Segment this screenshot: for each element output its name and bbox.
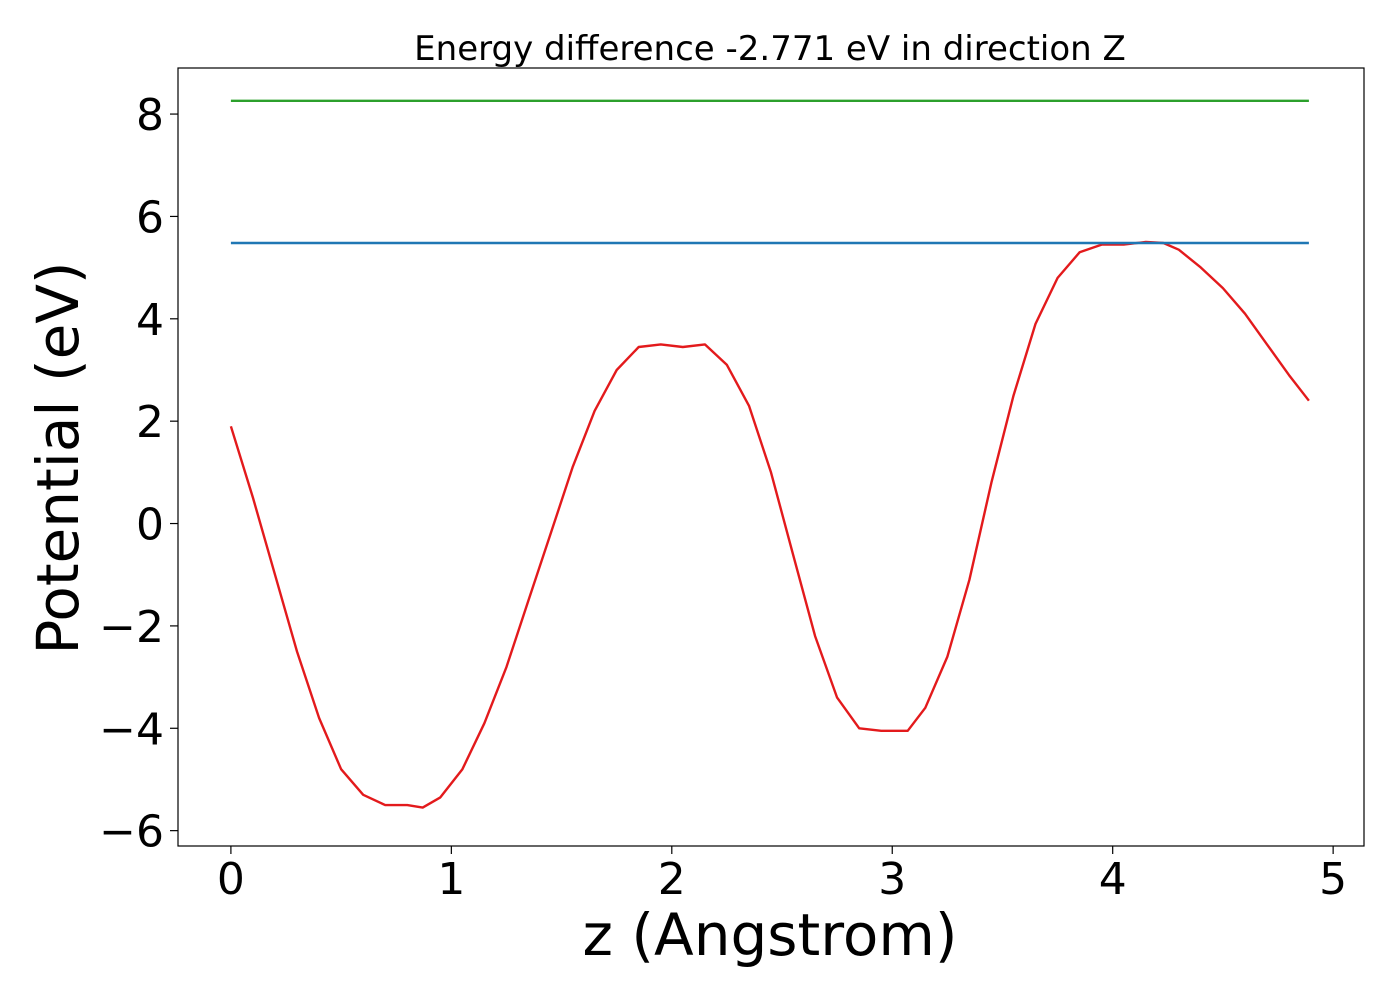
- y-tick-label: 0: [136, 500, 164, 551]
- y-tick-label: 6: [136, 192, 164, 243]
- y-tick-label: 4: [136, 295, 164, 346]
- y-tick-label: −6: [99, 807, 164, 858]
- x-axis-label: z (Angstrom): [583, 901, 958, 969]
- x-tick-label: 0: [217, 854, 245, 905]
- ticks-layer: 0 1 2 3 4 5 −6 −4 −2 0 2 4 6 8: [99, 90, 1347, 905]
- x-tick-label: 1: [437, 854, 465, 905]
- x-tick-label: 5: [1319, 854, 1347, 905]
- x-tick-label: 4: [1099, 854, 1127, 905]
- y-tick-label: 2: [136, 397, 164, 448]
- plot-frame: [177, 67, 1365, 847]
- y-tick-label: −2: [99, 602, 164, 653]
- x-tick-label: 2: [658, 854, 686, 905]
- y-tick-label: −4: [99, 704, 164, 755]
- chart-title: Energy difference -2.771 eV in direction…: [414, 29, 1126, 69]
- y-axis-label: Potential (eV): [24, 261, 92, 654]
- series-layer: [229, 99, 1310, 809]
- y-tick-label: 8: [136, 90, 164, 141]
- x-tick-label: 3: [878, 854, 906, 905]
